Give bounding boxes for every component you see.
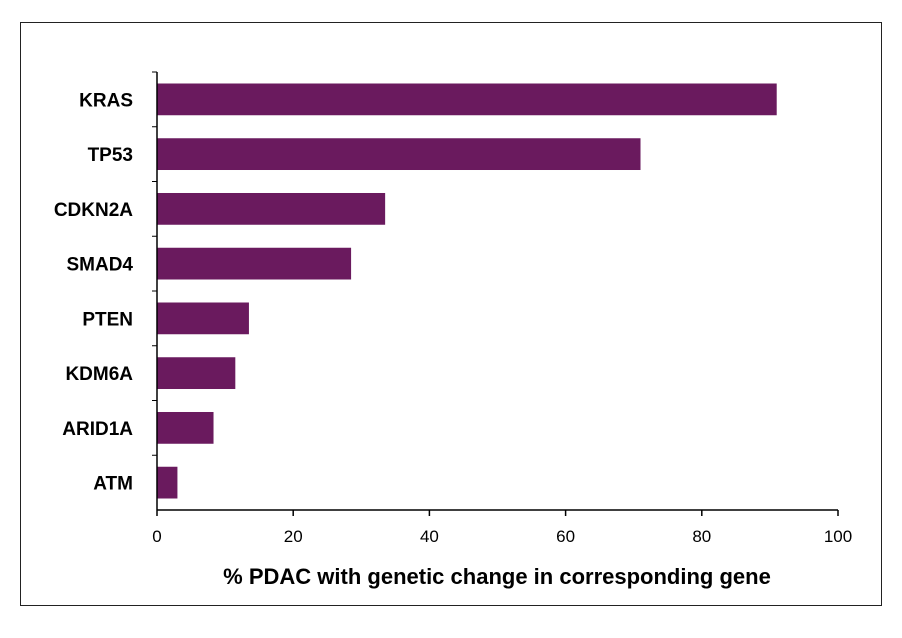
x-tick-label-60: 60 (556, 527, 575, 546)
bar-tp53 (157, 138, 641, 171)
x-ticks: 0 20 40 60 80 100 (152, 71, 852, 546)
bars-layer (157, 83, 777, 499)
bar-kras (157, 83, 777, 116)
bar-cdkn2a (157, 192, 386, 225)
category-label-tp53: TP53 (88, 145, 133, 166)
category-label-arid1a: ARID1A (62, 419, 133, 440)
category-label-kdm6a: KDM6A (65, 364, 133, 385)
x-tick-label-40: 40 (420, 527, 439, 546)
bar-arid1a (157, 411, 214, 444)
x-tick-label-20: 20 (284, 527, 303, 546)
bar-atm (157, 466, 178, 499)
category-labels: KRAS TP53 CDKN2A SMAD4 PTEN KDM6A ARID1A ATM (54, 90, 134, 494)
bar-smad4 (157, 247, 352, 280)
x-tick-label-100: 100 (824, 527, 852, 546)
category-label-pten: PTEN (82, 309, 133, 330)
x-tick-label-80: 80 (692, 527, 711, 546)
category-label-atm: ATM (93, 474, 133, 495)
bar-pten (157, 302, 249, 335)
bar-kdm6a (157, 357, 236, 390)
category-label-kras: KRAS (79, 90, 133, 111)
axes-layer (156, 72, 838, 511)
x-axis-title: % PDAC with genetic change in correspond… (223, 564, 771, 589)
x-tick-label-0: 0 (152, 527, 161, 546)
category-label-cdkn2a: CDKN2A (54, 200, 133, 221)
category-label-smad4: SMAD4 (66, 255, 133, 276)
